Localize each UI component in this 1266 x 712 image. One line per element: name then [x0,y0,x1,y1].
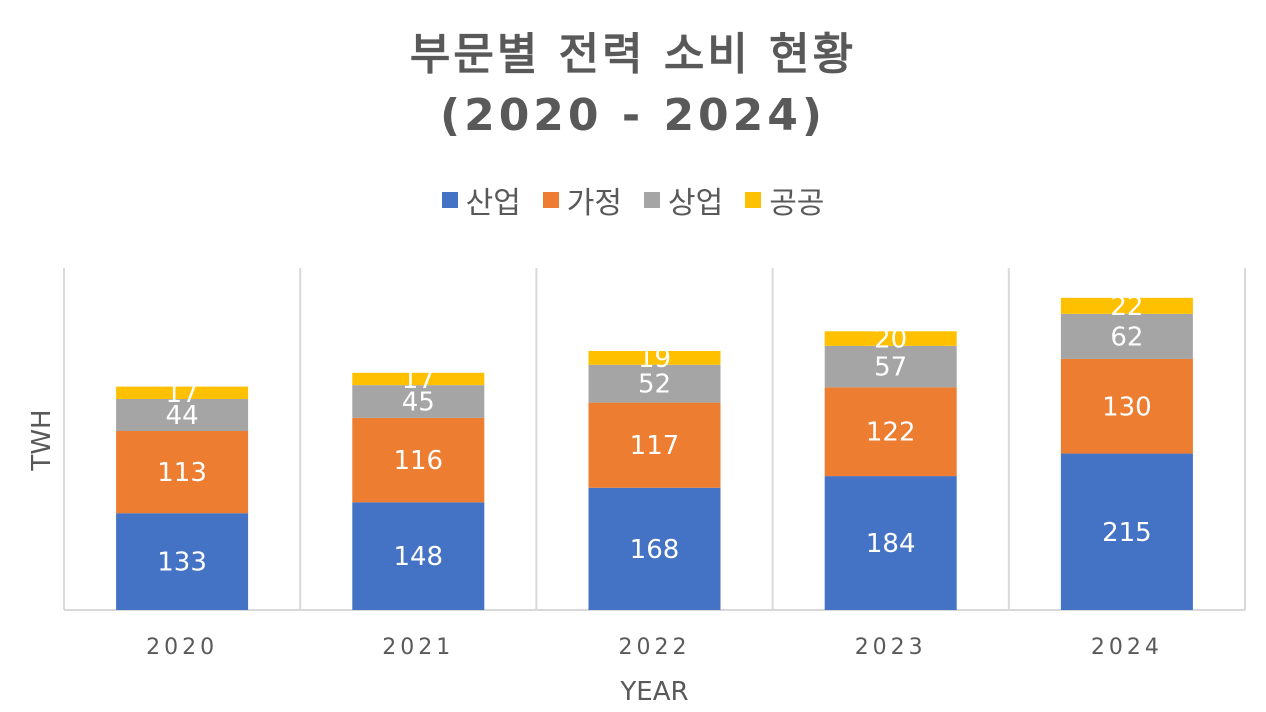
legend-label: 상업 [668,186,724,221]
bar-segment [824,387,957,477]
bar-segment [588,487,721,610]
chart-subtitle: (2020 - 2024) [439,90,827,141]
legend-label: 가정 [566,186,622,221]
data-label: 62 [1110,322,1143,352]
legend-item: 상업 [644,178,723,222]
x-tick-label: 2022 [619,635,691,660]
chart-legend: 산업 가정 상업 공공 [0,178,1266,222]
legend-label: 산업 [465,186,521,221]
data-label: 45 [402,388,435,418]
bar-segment [116,386,249,399]
bar-segment [116,513,249,610]
x-tick-label: 2021 [382,635,454,660]
x-tick-label: 2023 [855,635,927,660]
bar-segment [588,402,721,488]
bar-segment [588,350,721,365]
x-tick-label: 2024 [1091,635,1163,660]
x-tick-label: 2020 [146,635,218,660]
data-label: 122 [866,418,916,448]
data-label: 168 [630,535,680,565]
legend-swatch [542,192,559,208]
data-label: 130 [1102,392,1152,422]
bar-segment [824,331,957,346]
bar-segment [352,372,485,386]
legend-swatch [745,192,762,208]
data-label: 133 [157,548,207,578]
legend-item: 공공 [745,178,824,222]
data-label: 184 [866,529,916,559]
legend-item: 가정 [542,178,622,222]
bar-segment [116,430,249,514]
legend-swatch [644,192,660,208]
chart-title: 부문별 전력 소비 현황 [409,29,857,80]
bar-segment [1060,453,1193,610]
bar-segment [352,385,485,418]
data-label: 148 [393,542,443,572]
bar-segment [1060,358,1193,454]
data-label: 19 [638,344,671,374]
bar-segment [116,398,249,431]
data-label: 113 [157,458,207,488]
data-label: 44 [166,401,199,431]
data-label: 22 [1110,292,1143,322]
y-axis-title: TWH [27,409,57,471]
data-label: 215 [1102,518,1152,548]
data-label: 17 [402,365,435,395]
x-axis-title: YEAR [619,677,688,707]
legend-label: 공공 [769,186,825,221]
bar-segment [352,502,485,610]
data-label: 57 [874,353,907,383]
data-label: 52 [638,370,671,400]
data-label: 116 [393,446,443,476]
legend-item: 산업 [441,178,521,222]
bar-segment [1060,313,1193,359]
bar-segment [1060,297,1193,314]
bar-segment [824,476,957,610]
data-label: 20 [874,325,907,355]
bar-segment [588,364,721,403]
data-label: 17 [166,379,199,409]
data-label: 117 [630,431,680,461]
bar-segment [352,417,485,503]
bar-segment [824,345,957,388]
legend-swatch [441,192,458,208]
